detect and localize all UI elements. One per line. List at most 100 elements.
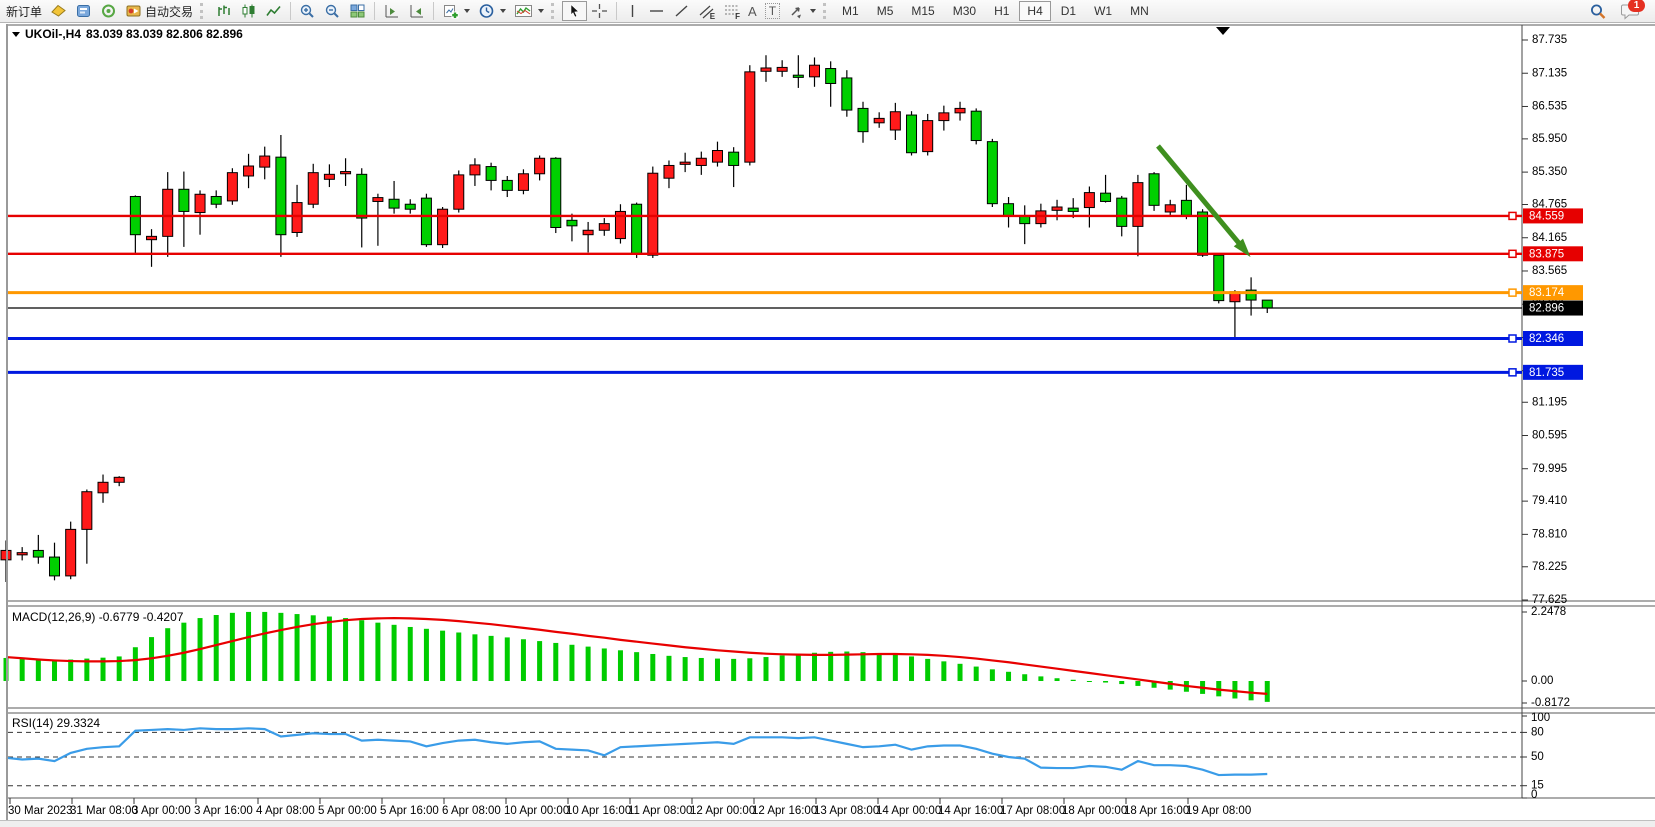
- candlestick-chart-button[interactable]: [236, 1, 261, 21]
- time-tick-label: 14 Apr 00:00: [876, 805, 941, 817]
- autotrading-button[interactable]: 自动交易: [121, 1, 197, 21]
- channel-letter: E: [709, 11, 716, 21]
- macd-histogram-bar: [84, 658, 90, 681]
- rsi-axis-label: 80: [1531, 726, 1544, 738]
- macd-histogram-bar: [957, 663, 963, 681]
- market-watch-icon: [51, 4, 66, 17]
- rsi-axis-label: 100: [1531, 712, 1550, 724]
- timeframe-d1[interactable]: D1: [1053, 1, 1084, 21]
- macd-histogram-bar: [343, 618, 349, 681]
- crosshair-tool-button[interactable]: [587, 1, 612, 21]
- notification-badge: 1: [1628, 0, 1645, 12]
- window-bottom-strip: [0, 820, 1655, 827]
- line-drag-handle[interactable]: [1508, 211, 1517, 221]
- line-chart-icon: [266, 5, 281, 16]
- bull-candle: [922, 120, 934, 153]
- bear-candle: [275, 156, 287, 236]
- text-label-tool-button[interactable]: T: [761, 1, 784, 21]
- notifications-button[interactable]: 1: [1617, 0, 1645, 21]
- indicators-dropdown[interactable]: [510, 1, 548, 21]
- indicators-icon: [515, 5, 533, 17]
- periods-dropdown[interactable]: [474, 1, 510, 21]
- price-tick-label: 78.810: [1532, 528, 1567, 540]
- macd-histogram-bar: [779, 655, 785, 681]
- timeframe-mn[interactable]: MN: [1122, 1, 1157, 21]
- timeframe-m15[interactable]: M15: [903, 1, 942, 21]
- timeframe-w1[interactable]: W1: [1086, 1, 1120, 21]
- macd-histogram-bar: [666, 655, 672, 681]
- new-chart-dropdown[interactable]: [438, 1, 474, 21]
- collapse-triangle-icon[interactable]: [12, 31, 20, 37]
- trendline-tool-button[interactable]: [669, 1, 694, 21]
- macd-histogram-bar: [682, 657, 688, 681]
- bull-candle: [97, 481, 109, 494]
- macd-histogram-bar: [1103, 681, 1109, 683]
- macd-histogram-bar: [1264, 681, 1270, 702]
- vertical-line-icon: [631, 5, 634, 17]
- macd-histogram-bar: [132, 647, 138, 681]
- price-tag: [1523, 364, 1583, 380]
- macd-histogram-bar: [68, 659, 74, 681]
- timeframe-h4[interactable]: H4: [1019, 1, 1051, 21]
- line-drag-handle[interactable]: [1508, 288, 1517, 297]
- macd-histogram-bar: [116, 656, 122, 681]
- macd-histogram-bar: [100, 657, 106, 681]
- bar-chart-icon: [218, 5, 230, 16]
- price-tag: [1523, 246, 1583, 262]
- search-button[interactable]: [1585, 1, 1611, 21]
- timeframe-m1[interactable]: M1: [834, 1, 867, 21]
- timeframe-h1[interactable]: H1: [986, 1, 1017, 21]
- price-tag-label: 83.875: [1529, 248, 1564, 260]
- macd-histogram-bar: [828, 651, 834, 681]
- macd-histogram-bar: [262, 611, 268, 681]
- macd-histogram-bar: [407, 626, 413, 681]
- cursor-tool-button[interactable]: [562, 1, 588, 21]
- chart-shift-button[interactable]: [379, 1, 404, 21]
- vertical-line-tool-button[interactable]: [621, 1, 644, 21]
- bar-chart-button[interactable]: [211, 1, 236, 21]
- zoom-out-icon: [325, 4, 339, 18]
- bear-candle: [49, 556, 61, 577]
- bear-candle: [906, 114, 918, 154]
- crosshair-icon: [592, 4, 608, 18]
- line-drag-handle[interactable]: [1508, 249, 1517, 259]
- zoom-in-button[interactable]: [295, 1, 320, 21]
- zoom-out-button[interactable]: [320, 1, 345, 21]
- dropdown-caret-icon: [500, 9, 507, 13]
- tile-windows-button[interactable]: [345, 1, 370, 21]
- auto-scroll-button[interactable]: [404, 1, 429, 21]
- time-tick-label: 5 Apr 00:00: [318, 805, 377, 817]
- trend-arrow-head[interactable]: [1233, 238, 1251, 258]
- horizontal-line-icon: [650, 10, 664, 12]
- macd-histogram-bar: [488, 635, 494, 681]
- text-tool-button[interactable]: A: [744, 1, 761, 21]
- bear-candle: [485, 166, 497, 181]
- market-watch-button[interactable]: [46, 1, 71, 21]
- navigator-button[interactable]: [71, 1, 96, 21]
- line-chart-button[interactable]: [261, 1, 286, 21]
- channel-tool-button[interactable]: E: [694, 1, 719, 21]
- bull-candle: [582, 229, 594, 236]
- price-tick-label: 87.135: [1532, 67, 1567, 79]
- new-order-button[interactable]: 新订单: [2, 1, 46, 21]
- macd-axis-label: -0.8172: [1531, 697, 1570, 709]
- line-drag-handle[interactable]: [1508, 334, 1517, 343]
- bull-candle: [81, 491, 93, 530]
- macd-histogram-bar: [876, 653, 882, 681]
- bear-candle: [841, 77, 853, 111]
- macd-histogram-bar: [19, 658, 25, 681]
- signals-button[interactable]: [96, 1, 121, 21]
- trend-arrow-line[interactable]: [1156, 144, 1245, 250]
- bull-candle: [598, 223, 610, 231]
- line-drag-handle[interactable]: [1508, 368, 1517, 377]
- bear-candle: [986, 141, 998, 205]
- horizontal-line-tool-button[interactable]: [644, 1, 669, 21]
- fibonacci-tool-button[interactable]: F: [719, 1, 744, 21]
- timeframe-m5[interactable]: M5: [869, 1, 902, 21]
- macd-histogram-bar: [213, 614, 219, 681]
- arrows-tool-dropdown[interactable]: [784, 1, 820, 21]
- macd-histogram-bar: [941, 661, 947, 681]
- timeframe-m30[interactable]: M30: [945, 1, 984, 21]
- bear-candle: [566, 219, 578, 227]
